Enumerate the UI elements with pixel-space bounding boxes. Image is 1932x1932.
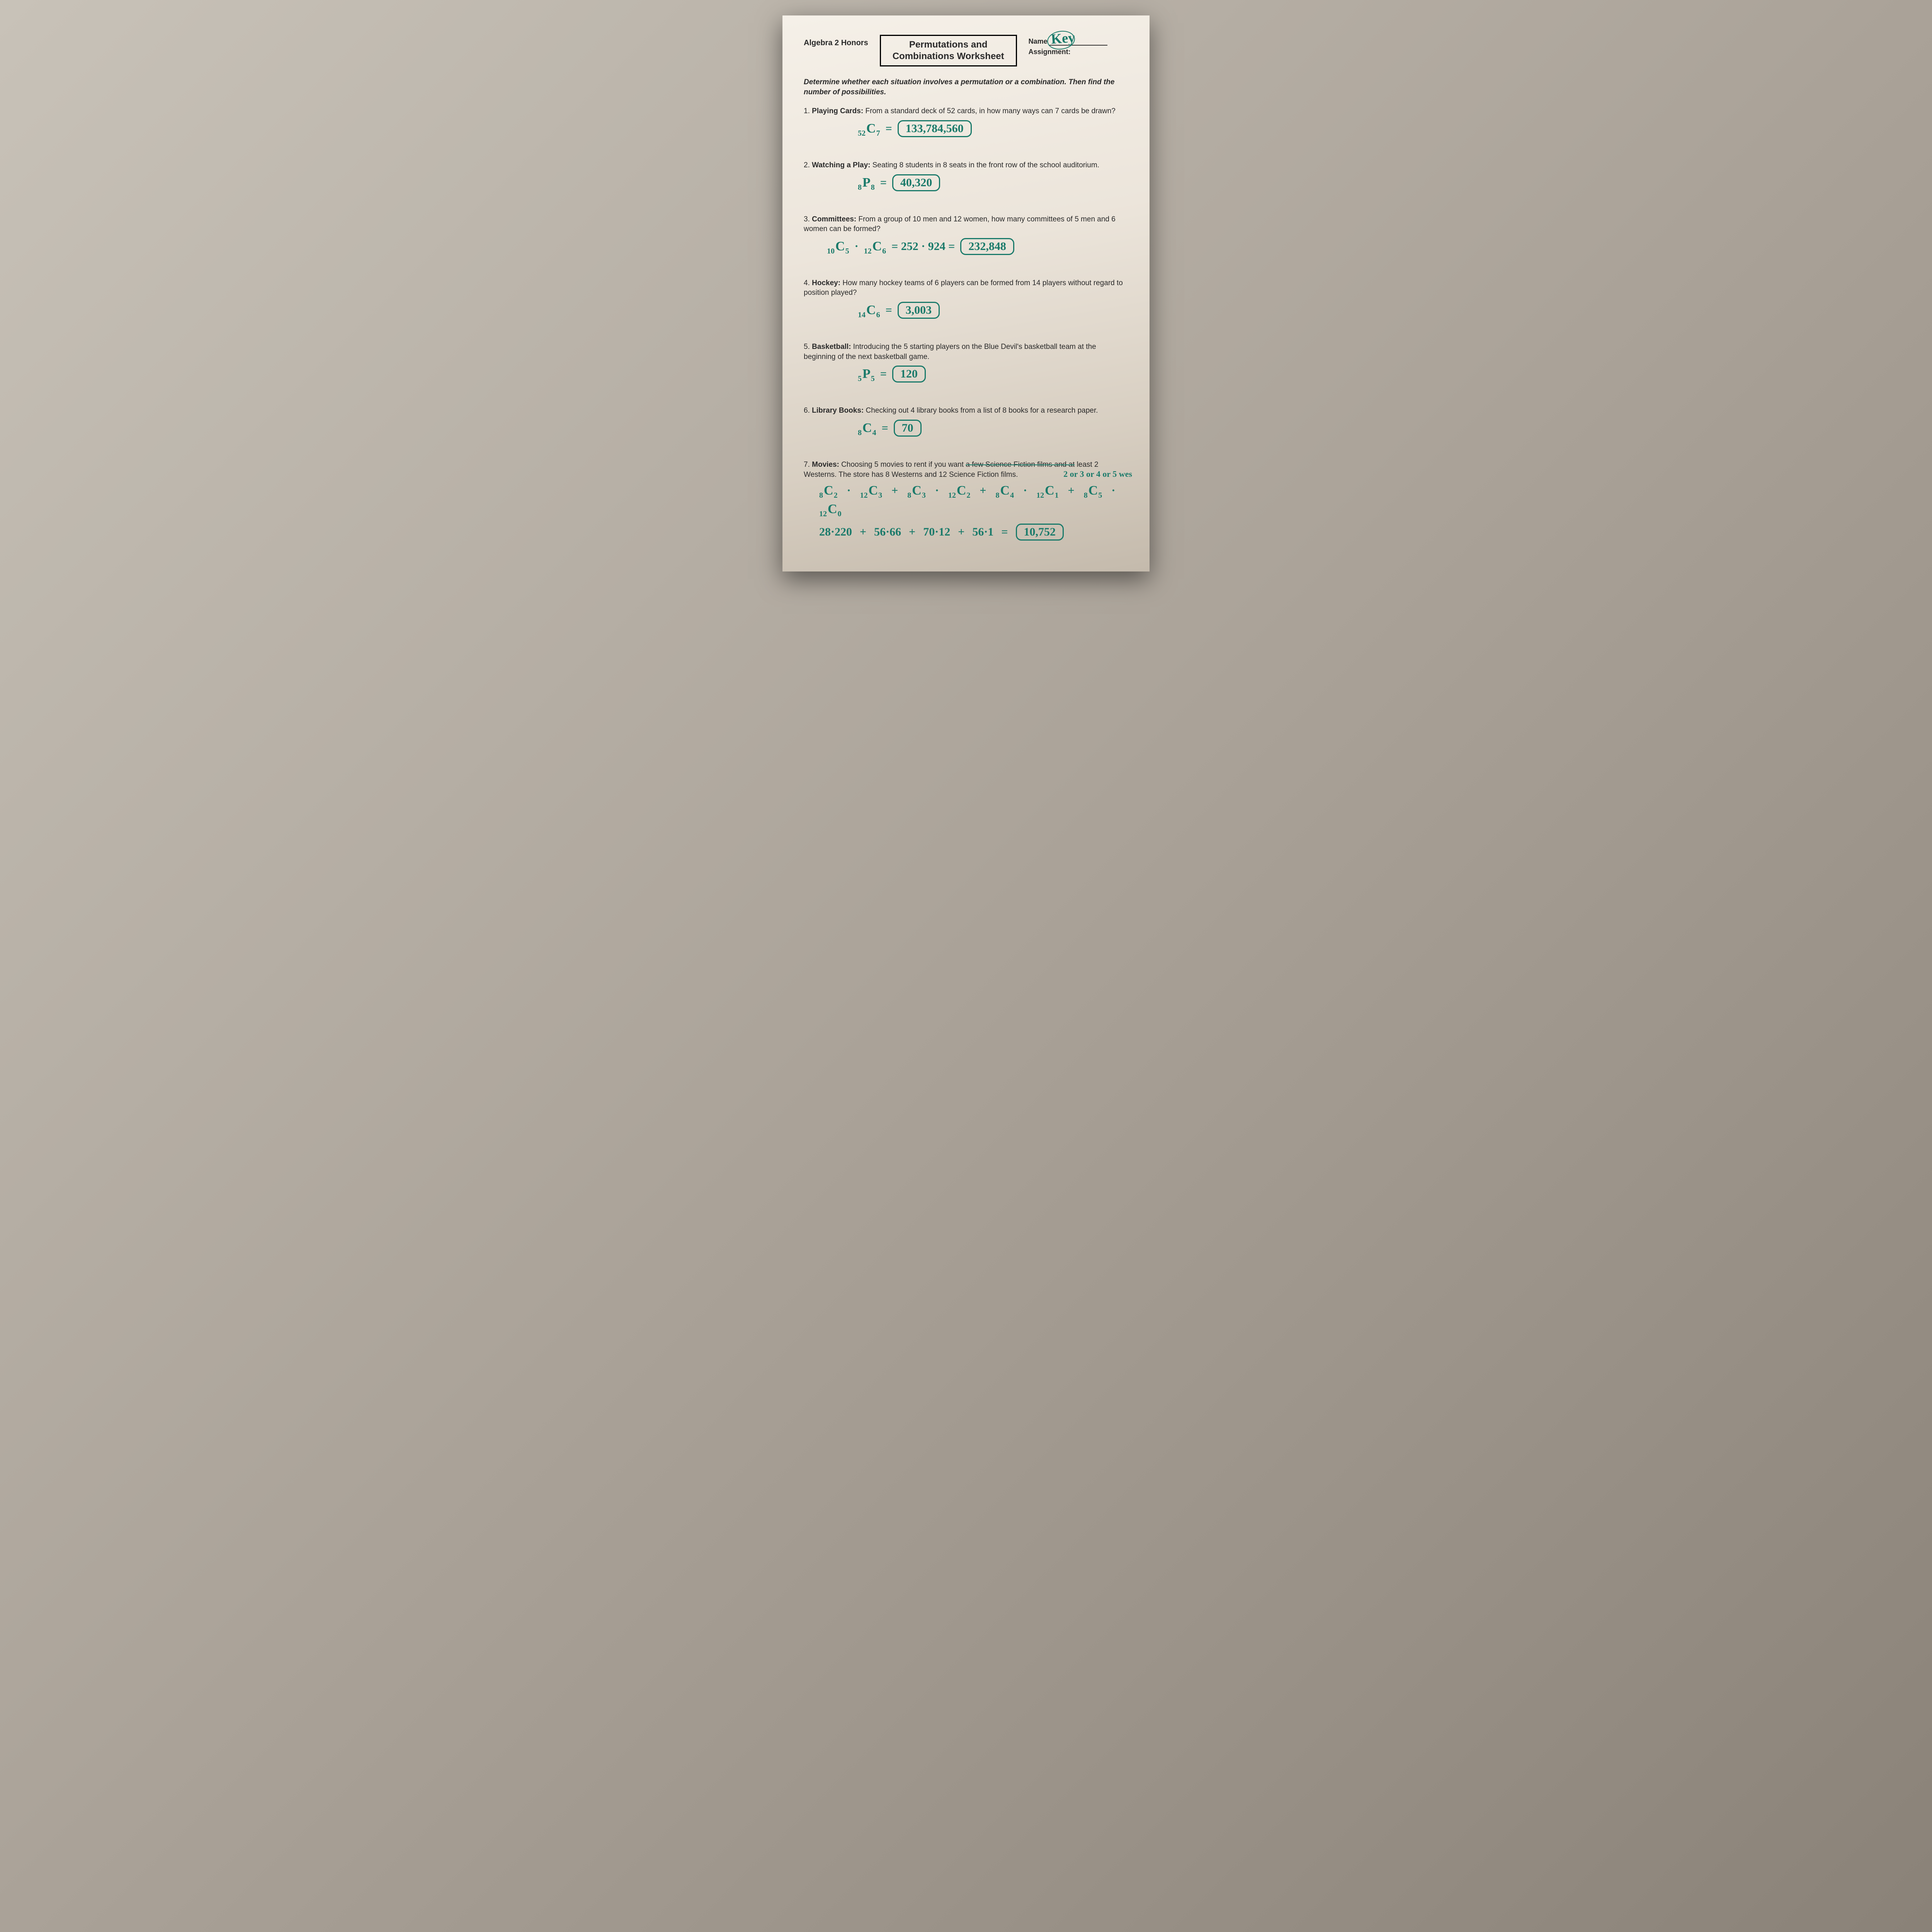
- q-title: Playing Cards:: [812, 107, 863, 115]
- work-row: 14 C 6 = 3,003: [804, 302, 1128, 319]
- problem-6: 6. Library Books: Checking out 4 library…: [804, 406, 1128, 437]
- title-line-1: Permutations and: [893, 39, 1004, 51]
- problem-5: 5. Basketball: Introducing the 5 startin…: [804, 342, 1128, 383]
- work-row: 5 P 5 = 120: [804, 366, 1128, 383]
- answer-box: 40,320: [892, 174, 940, 191]
- question-text: 7. Movies: Choosing 5 movies to rent if …: [804, 460, 1128, 480]
- answer: 133,784,560: [906, 122, 964, 135]
- answer-box: 133,784,560: [898, 120, 972, 137]
- q-body: From a standard deck of 52 cards, in how…: [865, 107, 1115, 115]
- question-text: 6. Library Books: Checking out 4 library…: [804, 406, 1128, 416]
- assignment-label: Assignment:: [1029, 48, 1071, 56]
- problem-3: 3. Committees: From a group of 10 men an…: [804, 214, 1128, 255]
- sum-row: 28·220 + 56·66 + 70·12 + 56·1 = 10,752: [804, 524, 1128, 541]
- answer-box: 3,003: [898, 302, 940, 319]
- notation-2: 12 C 6: [864, 239, 886, 254]
- name-label: Name: [1029, 37, 1048, 45]
- answer-box: 120: [892, 366, 926, 383]
- instructions: Determine whether each situation involve…: [804, 77, 1128, 97]
- name-field: Key: [1049, 37, 1107, 46]
- notation-1: 10 C 5: [827, 239, 849, 254]
- title-line-2: Combinations Worksheet: [893, 51, 1004, 62]
- mid-calc: = 252 · 924 =: [891, 240, 955, 253]
- notation: 52 C 7: [858, 121, 880, 136]
- problem-4: 4. Hockey: How many hockey teams of 6 pl…: [804, 278, 1128, 319]
- problem-2: 2. Watching a Play: Seating 8 students i…: [804, 160, 1128, 191]
- q-num: 1.: [804, 107, 810, 115]
- term-row: 8C2 · 12C3 + 8C3 · 12C2 + 8C4 · 12C1 +: [804, 483, 1128, 517]
- work-row: 10 C 5 · 12 C 6 = 252 · 924 = 232,848: [804, 238, 1128, 255]
- question-text: 5. Basketball: Introducing the 5 startin…: [804, 342, 1128, 362]
- name-line: Name Key: [1029, 37, 1128, 46]
- header-row: Algebra 2 Honors Permutations and Combin…: [804, 35, 1128, 66]
- notation: 8 C 4: [858, 421, 876, 435]
- question-text: 4. Hockey: How many hockey teams of 6 pl…: [804, 278, 1128, 298]
- title-box: Permutations and Combinations Worksheet: [880, 35, 1017, 66]
- work-row: 8 C 4 = 70: [804, 420, 1128, 437]
- answer-box: 232,848: [960, 238, 1014, 255]
- question-text: 3. Committees: From a group of 10 men an…: [804, 214, 1128, 234]
- assignment-line: Assignment:: [1029, 48, 1128, 56]
- equals: =: [886, 122, 892, 135]
- struck-text: a few Science Fiction films and at: [966, 461, 1075, 469]
- work-row: 52 C 7 = 133,784,560: [804, 120, 1128, 137]
- worksheet-page: Algebra 2 Honors Permutations and Combin…: [782, 15, 1150, 571]
- question-text: 2. Watching a Play: Seating 8 students i…: [804, 160, 1128, 170]
- margin-note: 2 or 3 or 4 or 5 wes: [1063, 468, 1132, 480]
- notation: 8 P 8: [858, 175, 875, 190]
- question-text: 1. Playing Cards: From a standard deck o…: [804, 106, 1128, 116]
- problem-1: 1. Playing Cards: From a standard deck o…: [804, 106, 1128, 137]
- answer-box: 70: [894, 420, 922, 437]
- answer-box: 10,752: [1016, 524, 1064, 541]
- name-block: Name Key Assignment:: [1029, 35, 1128, 56]
- notation: 14 C 6: [858, 303, 880, 318]
- work-row: 8 P 8 = 40,320: [804, 174, 1128, 191]
- problem-7: 7. Movies: Choosing 5 movies to rent if …: [804, 460, 1128, 541]
- notation: 5 P 5: [858, 367, 875, 381]
- course-name: Algebra 2 Honors: [804, 35, 868, 48]
